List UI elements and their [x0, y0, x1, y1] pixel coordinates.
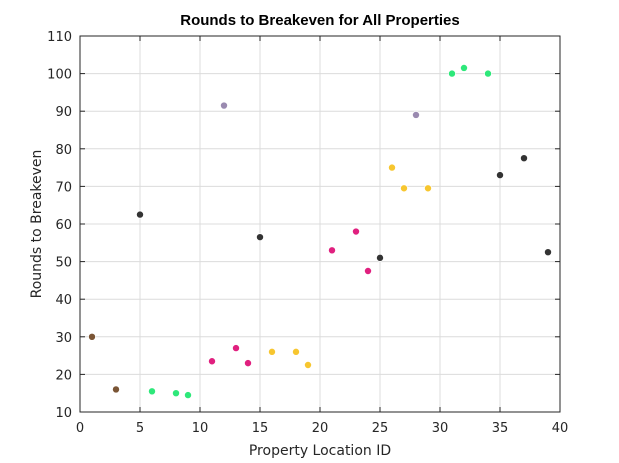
- data-point: [183, 391, 192, 400]
- x-tick-label: 15: [252, 421, 269, 436]
- data-point: [88, 332, 97, 341]
- data-point: [112, 385, 121, 394]
- y-tick-label: 20: [55, 368, 72, 383]
- data-point: [207, 357, 216, 366]
- y-tick-label: 30: [55, 331, 72, 346]
- data-point: [231, 344, 240, 353]
- x-tick-label: 0: [76, 421, 84, 436]
- x-tick-label: 35: [492, 421, 509, 436]
- y-tick-label: 10: [55, 406, 72, 421]
- x-tick-label: 40: [552, 421, 569, 436]
- y-axis-label: Rounds to Breakeven: [29, 150, 45, 299]
- axis-ticks: 0 5 10 15 20 25 30 35 40 10 20 30 40 50 60 70 80 90 100 110: [47, 30, 568, 436]
- x-tick-label: 30: [432, 421, 449, 436]
- y-tick-label: 80: [55, 143, 72, 158]
- data-point: [219, 101, 228, 110]
- grid-lines: [79, 35, 561, 413]
- data-point: [423, 184, 432, 193]
- y-tick-label: 40: [55, 293, 72, 308]
- data-point: [267, 347, 276, 356]
- data-point: [495, 171, 504, 180]
- y-tick-label: 50: [55, 256, 72, 271]
- data-point: [171, 389, 180, 398]
- data-point: [387, 163, 396, 172]
- data-point: [135, 210, 144, 219]
- data-point: [147, 387, 156, 396]
- data-point: [327, 246, 336, 255]
- data-point: [399, 184, 408, 193]
- x-axis-label: Property Location ID: [249, 443, 391, 459]
- y-tick-label: 110: [47, 30, 72, 45]
- data-point: [291, 347, 300, 356]
- data-point: [351, 227, 360, 236]
- data-points: [88, 63, 553, 400]
- x-tick-label: 25: [372, 421, 389, 436]
- y-tick-label: 100: [47, 68, 72, 83]
- data-point: [447, 69, 456, 78]
- y-tick-label: 70: [55, 180, 72, 195]
- chart-title: Rounds to Breakeven for All Properties: [180, 12, 460, 29]
- data-point: [243, 359, 252, 368]
- x-tick-label: 5: [136, 421, 144, 436]
- data-point: [544, 248, 553, 257]
- x-tick-label: 10: [192, 421, 209, 436]
- data-point: [255, 233, 264, 242]
- y-tick-label: 90: [55, 105, 72, 120]
- data-point: [411, 110, 420, 119]
- x-tick-label: 20: [312, 421, 329, 436]
- data-point: [375, 253, 384, 262]
- data-point: [363, 266, 372, 275]
- data-point: [303, 360, 312, 369]
- data-point: [459, 63, 468, 72]
- data-point: [483, 69, 492, 78]
- y-tick-label: 60: [55, 218, 72, 233]
- data-point: [520, 154, 529, 163]
